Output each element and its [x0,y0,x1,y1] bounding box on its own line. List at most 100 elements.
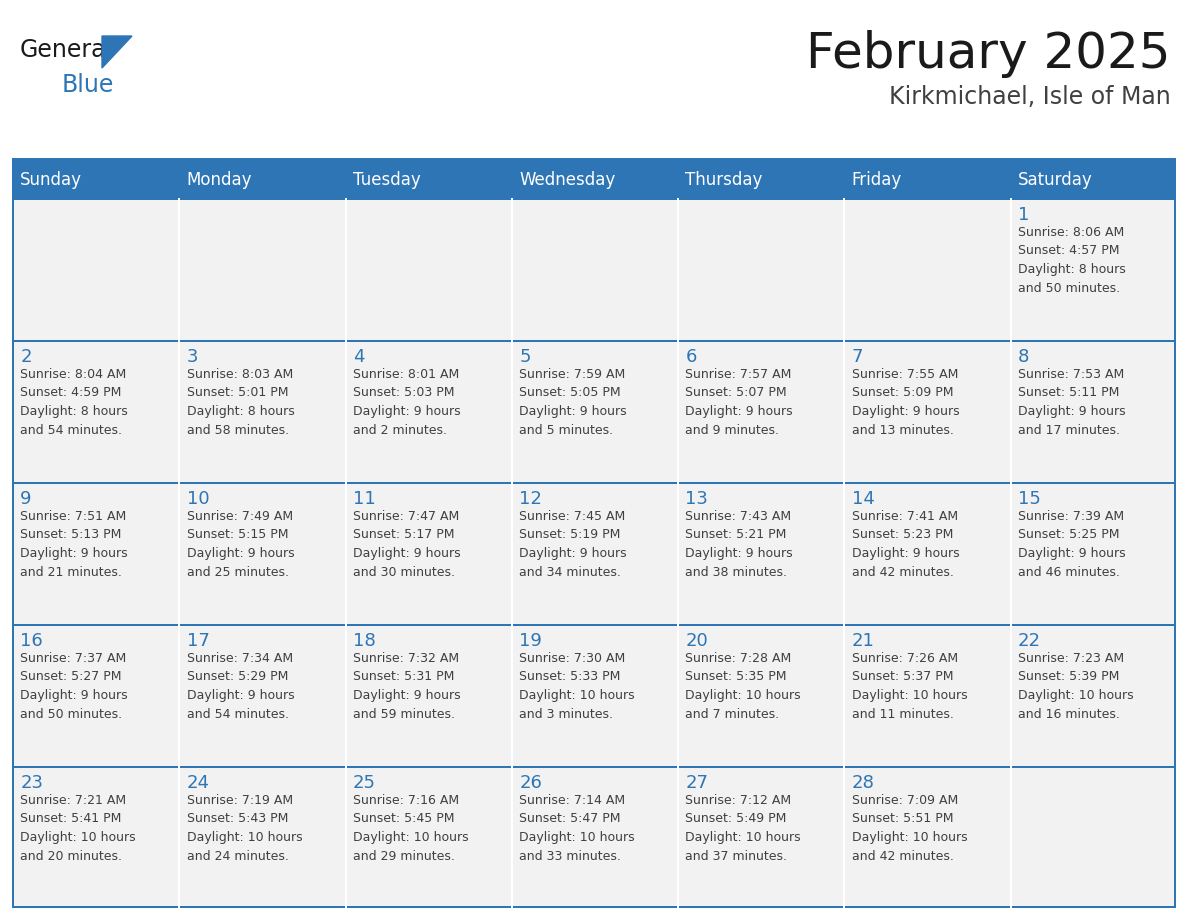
Text: 11: 11 [353,490,375,508]
Text: Tuesday: Tuesday [353,171,421,189]
Bar [345,484,511,624]
Bar [178,200,345,340]
Text: 10: 10 [187,490,209,508]
Text: Monday: Monday [187,171,252,189]
Bar [843,340,846,482]
Bar [1010,624,1012,766]
Text: 19: 19 [519,632,542,650]
Bar [1010,198,1012,340]
Bar [1010,626,1176,766]
Text: Wednesday: Wednesday [519,171,615,189]
Bar [345,766,347,908]
Bar [178,626,345,766]
Text: 22: 22 [1018,632,1041,650]
Bar [677,200,843,340]
Bar [511,342,677,482]
Text: Sunrise: 7:43 AM
Sunset: 5:21 PM
Daylight: 9 hours
and 38 minutes.: Sunrise: 7:43 AM Sunset: 5:21 PM Dayligh… [685,510,794,578]
Bar [511,626,677,766]
Bar [677,624,680,766]
Bar [12,158,14,908]
Bar [345,200,511,340]
Bar [178,768,345,908]
Bar [677,340,680,482]
Bar [12,624,1176,626]
Text: Sunrise: 7:41 AM
Sunset: 5:23 PM
Daylight: 9 hours
and 42 minutes.: Sunrise: 7:41 AM Sunset: 5:23 PM Dayligh… [852,510,960,578]
Text: Sunrise: 7:19 AM
Sunset: 5:43 PM
Daylight: 10 hours
and 24 minutes.: Sunrise: 7:19 AM Sunset: 5:43 PM Dayligh… [187,794,302,863]
Bar [178,766,181,908]
Bar [178,342,345,482]
Text: 23: 23 [20,774,43,792]
Bar [178,484,345,624]
Text: Sunrise: 8:06 AM
Sunset: 4:57 PM
Daylight: 8 hours
and 50 minutes.: Sunrise: 8:06 AM Sunset: 4:57 PM Dayligh… [1018,226,1126,295]
Bar [843,624,846,766]
Bar [511,162,677,198]
Text: Saturday: Saturday [1018,171,1093,189]
Bar [345,340,347,482]
Bar [511,482,513,624]
Bar [677,342,843,482]
Bar [843,626,1010,766]
Text: 27: 27 [685,774,708,792]
Text: 14: 14 [852,490,874,508]
Bar [12,766,1176,768]
Bar [12,768,178,908]
Polygon shape [102,36,132,68]
Text: Sunrise: 7:39 AM
Sunset: 5:25 PM
Daylight: 9 hours
and 46 minutes.: Sunrise: 7:39 AM Sunset: 5:25 PM Dayligh… [1018,510,1126,578]
Text: 16: 16 [20,632,43,650]
Text: Sunrise: 7:47 AM
Sunset: 5:17 PM
Daylight: 9 hours
and 30 minutes.: Sunrise: 7:47 AM Sunset: 5:17 PM Dayligh… [353,510,461,578]
Bar [1174,158,1176,908]
Text: Sunrise: 7:09 AM
Sunset: 5:51 PM
Daylight: 10 hours
and 42 minutes.: Sunrise: 7:09 AM Sunset: 5:51 PM Dayligh… [852,794,967,863]
Text: Sunrise: 8:03 AM
Sunset: 5:01 PM
Daylight: 8 hours
and 58 minutes.: Sunrise: 8:03 AM Sunset: 5:01 PM Dayligh… [187,368,295,436]
Text: Sunrise: 7:14 AM
Sunset: 5:47 PM
Daylight: 10 hours
and 33 minutes.: Sunrise: 7:14 AM Sunset: 5:47 PM Dayligh… [519,794,634,863]
Text: 15: 15 [1018,490,1041,508]
Text: 24: 24 [187,774,209,792]
Text: Sunday: Sunday [20,171,82,189]
Bar [178,624,181,766]
Bar [345,624,347,766]
Bar [345,162,511,198]
Text: Sunrise: 7:21 AM
Sunset: 5:41 PM
Daylight: 10 hours
and 20 minutes.: Sunrise: 7:21 AM Sunset: 5:41 PM Dayligh… [20,794,135,863]
Bar [843,484,1010,624]
Text: 25: 25 [353,774,375,792]
Bar [677,198,680,340]
Text: 21: 21 [852,632,874,650]
Bar [12,158,1176,162]
Bar [178,482,181,624]
Bar [843,342,1010,482]
Bar [843,162,1010,198]
Text: Sunrise: 7:59 AM
Sunset: 5:05 PM
Daylight: 9 hours
and 5 minutes.: Sunrise: 7:59 AM Sunset: 5:05 PM Dayligh… [519,368,627,436]
Bar [843,768,1010,908]
Bar [511,484,677,624]
Text: Sunrise: 7:23 AM
Sunset: 5:39 PM
Daylight: 10 hours
and 16 minutes.: Sunrise: 7:23 AM Sunset: 5:39 PM Dayligh… [1018,652,1133,721]
Bar [1010,162,1176,198]
Text: Sunrise: 7:16 AM
Sunset: 5:45 PM
Daylight: 10 hours
and 29 minutes.: Sunrise: 7:16 AM Sunset: 5:45 PM Dayligh… [353,794,468,863]
Bar [511,200,677,340]
Text: 6: 6 [685,348,697,366]
Bar [843,766,846,908]
Bar [345,482,347,624]
Text: Sunrise: 7:45 AM
Sunset: 5:19 PM
Daylight: 9 hours
and 34 minutes.: Sunrise: 7:45 AM Sunset: 5:19 PM Dayligh… [519,510,627,578]
Bar [843,200,1010,340]
Bar [178,340,181,482]
Bar [677,162,843,198]
Text: 28: 28 [852,774,874,792]
Bar [843,198,846,340]
Text: 13: 13 [685,490,708,508]
Text: Sunrise: 7:34 AM
Sunset: 5:29 PM
Daylight: 9 hours
and 54 minutes.: Sunrise: 7:34 AM Sunset: 5:29 PM Dayligh… [187,652,295,721]
Bar [1010,768,1176,908]
Text: Sunrise: 8:04 AM
Sunset: 4:59 PM
Daylight: 8 hours
and 54 minutes.: Sunrise: 8:04 AM Sunset: 4:59 PM Dayligh… [20,368,128,436]
Bar [178,198,181,340]
Text: 2: 2 [20,348,32,366]
Text: Kirkmichael, Isle of Man: Kirkmichael, Isle of Man [890,85,1171,109]
Bar [511,198,513,340]
Text: 9: 9 [20,490,32,508]
Bar [677,484,843,624]
Text: 18: 18 [353,632,375,650]
Bar [1010,482,1012,624]
Text: Sunrise: 8:01 AM
Sunset: 5:03 PM
Daylight: 9 hours
and 2 minutes.: Sunrise: 8:01 AM Sunset: 5:03 PM Dayligh… [353,368,461,436]
Bar [345,342,511,482]
Bar [12,342,178,482]
Text: Sunrise: 7:57 AM
Sunset: 5:07 PM
Daylight: 9 hours
and 9 minutes.: Sunrise: 7:57 AM Sunset: 5:07 PM Dayligh… [685,368,794,436]
Bar [677,766,680,908]
Bar [1010,766,1012,908]
